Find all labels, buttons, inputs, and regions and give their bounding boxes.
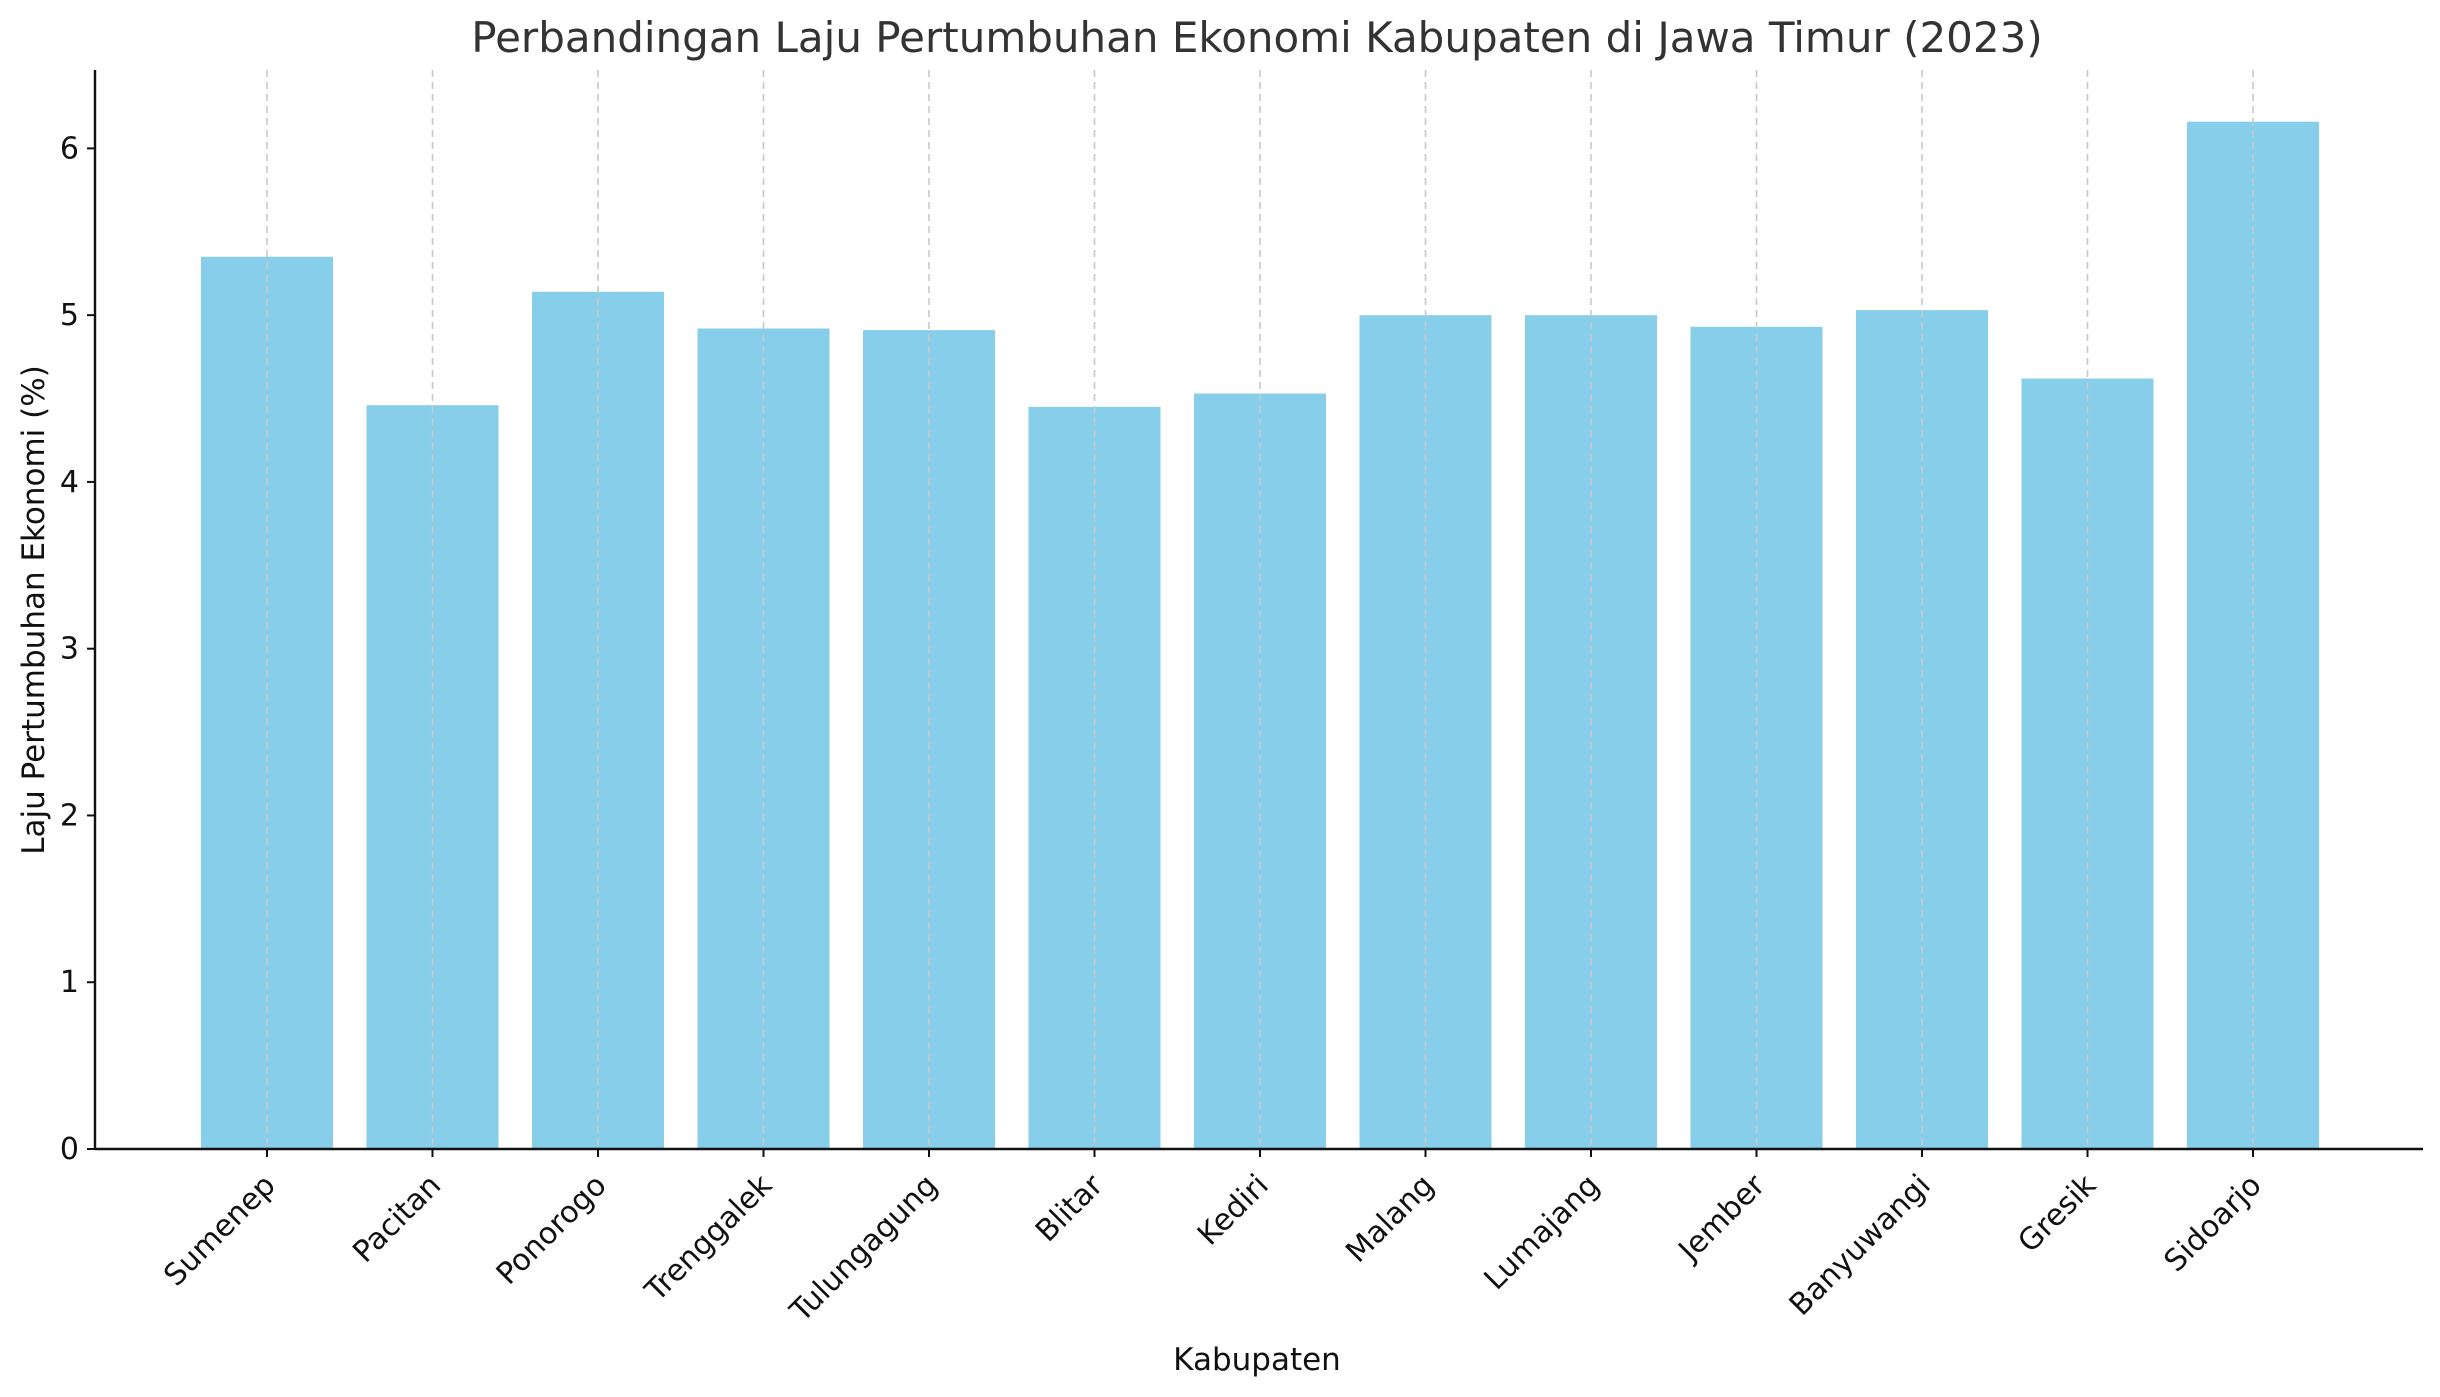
y-tick-label-1: 1 [60,965,79,1000]
bar-sumenep [201,256,333,1149]
x-tick-label-sumenep: Sumenep [157,1168,282,1293]
y-tick-label-0: 0 [60,1132,79,1167]
chart-title: Perbandingan Laju Pertumbuhan Ekonomi Ka… [471,13,2042,62]
x-tick-label-lumajang: Lumajang [1478,1168,1607,1297]
y-axis-title: Laju Pertumbuhan Ekonomi (%) [16,365,52,855]
x-tick-label-ponorogo: Ponorogo [490,1168,614,1292]
x-ticks: Sumenep Pacitan Ponorogo Trenggalek Tulungag… [157,1149,2269,1330]
x-axis-title: Kabupaten [1173,1342,1341,1378]
bar-tulungagung [863,330,995,1149]
y-tick-label-4: 4 [60,465,79,500]
bar-jember [1690,326,1823,1150]
x-tick-label-malang: Malang [1339,1168,1441,1270]
y-tick-label-6: 6 [60,131,79,166]
y-tick-label-2: 2 [60,798,79,833]
bar-trenggalek [697,328,830,1149]
y-tick-label-5: 5 [60,298,79,333]
x-tick-label-trenggalek: Trenggalek [638,1167,780,1309]
x-tick-label-gresik: Gresik [2011,1167,2103,1259]
y-ticks: 0 1 2 3 4 5 6 [60,131,95,1167]
y-tick-label-3: 3 [60,632,79,667]
x-tick-label-banyuwangi: Banyuwangi [1783,1168,1938,1323]
x-tick-label-jember: Jember [1671,1167,1773,1269]
x-tick-label-sidoarjo: Sidoarjo [2158,1168,2269,1279]
x-tick-label-kediri: Kediri [1191,1168,1276,1253]
x-tick-label-tulungagung: Tulungagung [783,1168,945,1330]
x-tick-label-blitar: Blitar [1029,1167,1111,1249]
x-tick-label-pacitan: Pacitan [346,1168,448,1270]
